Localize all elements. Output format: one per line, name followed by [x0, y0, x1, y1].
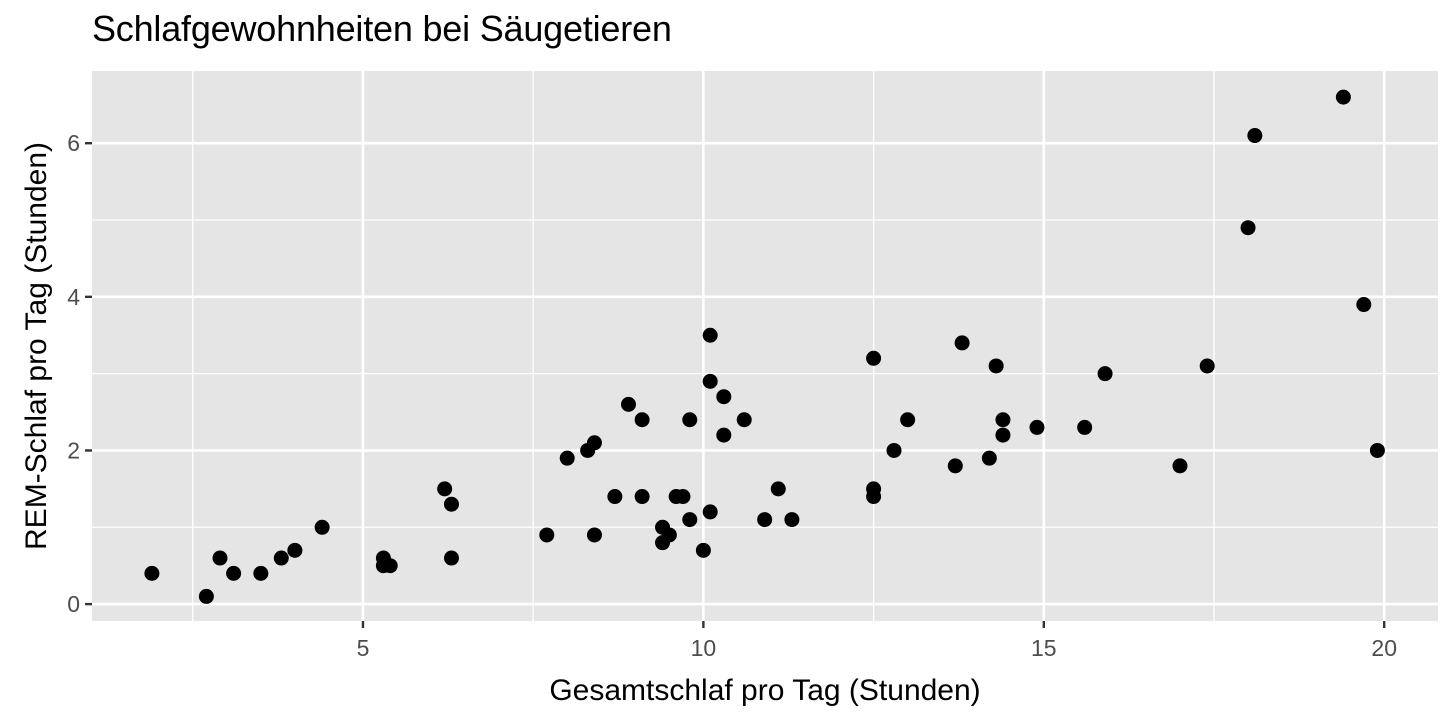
data-point — [866, 350, 882, 366]
y-tick-label: 6 — [67, 130, 80, 156]
data-point — [716, 389, 732, 405]
y-tick-label: 0 — [67, 591, 80, 617]
x-tick-label: 20 — [1371, 635, 1397, 661]
data-points — [144, 89, 1385, 604]
data-point — [634, 489, 650, 505]
data-point — [770, 481, 786, 497]
data-point — [736, 412, 752, 428]
y-tick-label: 2 — [67, 437, 80, 463]
y-tick-label: 4 — [67, 284, 80, 310]
data-point — [866, 489, 882, 505]
data-point — [443, 496, 459, 512]
data-point — [1029, 419, 1045, 435]
data-point — [995, 427, 1011, 443]
x-axis-title: Gesamtschlaf pro Tag (Stunden) — [549, 674, 980, 707]
data-point — [947, 458, 963, 474]
data-point — [620, 396, 636, 412]
data-point — [886, 442, 902, 458]
data-point — [1172, 458, 1188, 474]
data-point — [682, 412, 698, 428]
data-point — [981, 450, 997, 466]
data-point — [437, 481, 453, 497]
data-point — [314, 519, 330, 535]
data-point — [273, 550, 289, 566]
data-point — [226, 565, 242, 581]
x-tick-label: 15 — [1031, 635, 1057, 661]
x-tick-label: 5 — [357, 635, 370, 661]
minor-gridlines — [92, 71, 1438, 621]
data-point — [702, 504, 718, 520]
data-point — [784, 512, 800, 528]
data-point — [607, 489, 623, 505]
data-point — [212, 550, 228, 566]
data-point — [954, 335, 970, 351]
data-point — [1369, 442, 1385, 458]
data-point — [539, 527, 555, 543]
y-axis: 0 2 4 6 — [67, 130, 92, 617]
data-point — [900, 412, 916, 428]
data-point — [1240, 220, 1256, 236]
x-axis: 5 10 15 20 — [357, 621, 1397, 661]
data-point — [253, 565, 269, 581]
data-point — [1247, 128, 1263, 144]
data-point — [682, 512, 698, 528]
data-point — [443, 550, 459, 566]
data-point — [382, 558, 398, 574]
data-point — [586, 527, 602, 543]
data-point — [702, 373, 718, 389]
data-point — [287, 542, 303, 558]
plot-panel — [92, 71, 1438, 621]
chart-title: Schlafgewohnheiten bei Säugetieren — [92, 8, 672, 49]
data-point — [144, 565, 160, 581]
data-point — [634, 412, 650, 428]
data-point — [702, 327, 718, 343]
data-point — [695, 542, 711, 558]
data-point — [1335, 89, 1351, 105]
data-point — [586, 435, 602, 451]
data-point — [716, 427, 732, 443]
data-point — [559, 450, 575, 466]
y-axis-title: REM-Schlaf pro Tag (Stunden) — [20, 142, 53, 550]
data-point — [1097, 366, 1113, 382]
data-point — [995, 412, 1011, 428]
data-point — [757, 512, 773, 528]
data-point — [198, 588, 214, 604]
data-point — [1077, 419, 1093, 435]
data-point — [675, 489, 691, 505]
x-tick-label: 10 — [691, 635, 717, 661]
data-point — [1356, 297, 1372, 313]
data-point — [1199, 358, 1215, 374]
major-gridlines — [92, 71, 1438, 621]
data-point — [661, 527, 677, 543]
data-point — [988, 358, 1004, 374]
